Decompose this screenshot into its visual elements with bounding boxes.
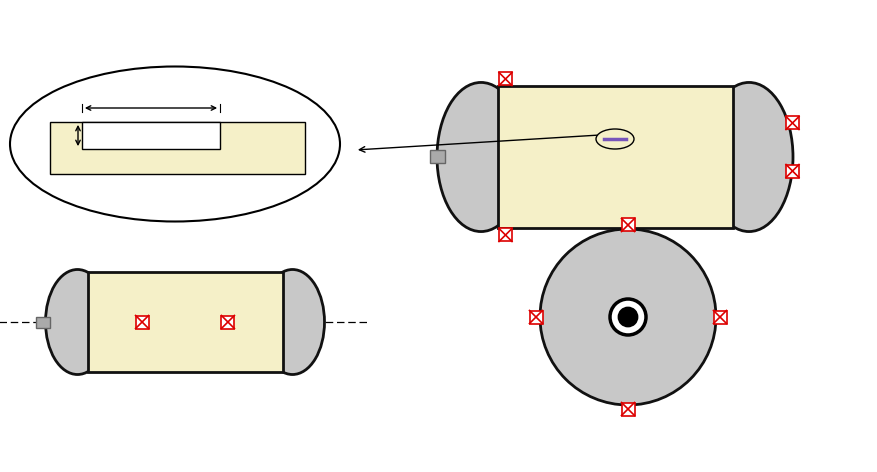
Circle shape <box>610 299 645 335</box>
Bar <box>497 86 731 228</box>
Ellipse shape <box>260 270 324 374</box>
Ellipse shape <box>704 83 792 232</box>
Bar <box>221 315 234 329</box>
Bar <box>785 117 798 129</box>
Ellipse shape <box>10 67 339 221</box>
Bar <box>498 73 511 85</box>
Bar <box>498 228 511 242</box>
Bar <box>135 315 148 329</box>
Circle shape <box>539 229 715 405</box>
Bar <box>621 403 634 415</box>
Bar <box>429 151 444 163</box>
Bar <box>35 317 49 328</box>
Circle shape <box>618 308 637 326</box>
Bar <box>621 219 634 231</box>
Bar <box>50 122 304 174</box>
Ellipse shape <box>46 270 110 374</box>
Bar <box>713 311 725 323</box>
Bar <box>82 122 220 149</box>
Ellipse shape <box>437 83 524 232</box>
Bar <box>88 272 282 372</box>
Bar <box>529 311 542 323</box>
Bar <box>785 165 798 177</box>
